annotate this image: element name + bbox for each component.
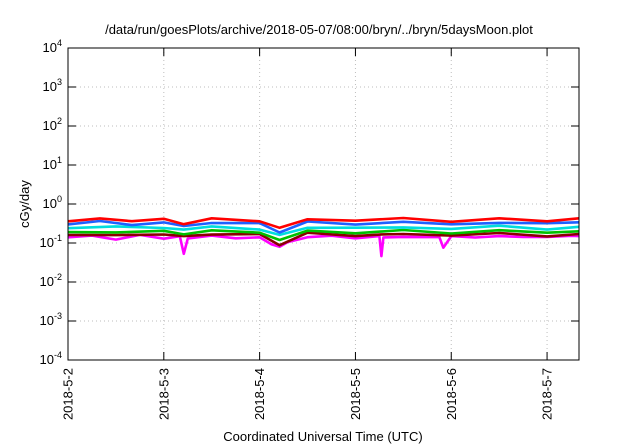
y-axis-label: cGy/day	[17, 180, 32, 228]
y-tick-label: 10-2	[40, 272, 62, 289]
series-line-2	[67, 231, 580, 247]
x-tick-label: 2018-5-5	[348, 368, 363, 420]
grid	[67, 48, 579, 360]
y-tick-label: 104	[43, 38, 62, 55]
y-tick-label: 100	[43, 194, 62, 211]
series-line-5	[67, 219, 580, 234]
chart-title: /data/run/goesPlots/archive/2018-05-07/0…	[105, 22, 533, 37]
x-tick-label: 2018-5-7	[540, 368, 555, 420]
x-axis-label: Coordinated Universal Time (UTC)	[223, 429, 422, 444]
series-line-1	[67, 233, 580, 258]
y-ticks: 10-4 10-3 10-2 10-1 100 101 102 103 104	[40, 38, 579, 367]
x-tick-label: 2018-5-3	[156, 368, 171, 420]
series-line-3	[67, 228, 580, 242]
y-tick-label: 10-4	[40, 350, 62, 367]
y-tick-label: 101	[43, 155, 62, 172]
x-ticks: 2018-5-2 2018-5-3 2018-5-4 2018-5-5 2018-5-6…	[61, 48, 555, 420]
y-tick-label: 10-3	[40, 311, 62, 328]
y-tick-label: 10-1	[40, 233, 62, 250]
series-line-6	[67, 216, 580, 230]
x-tick-label: 2018-5-6	[444, 368, 459, 420]
y-tick-label: 102	[43, 116, 62, 133]
series-line-4	[67, 224, 580, 237]
x-tick-label: 2018-5-2	[61, 368, 76, 420]
x-tick-label: 2018-5-4	[252, 368, 267, 420]
series-group	[67, 216, 580, 258]
y-tick-label: 103	[43, 77, 62, 94]
